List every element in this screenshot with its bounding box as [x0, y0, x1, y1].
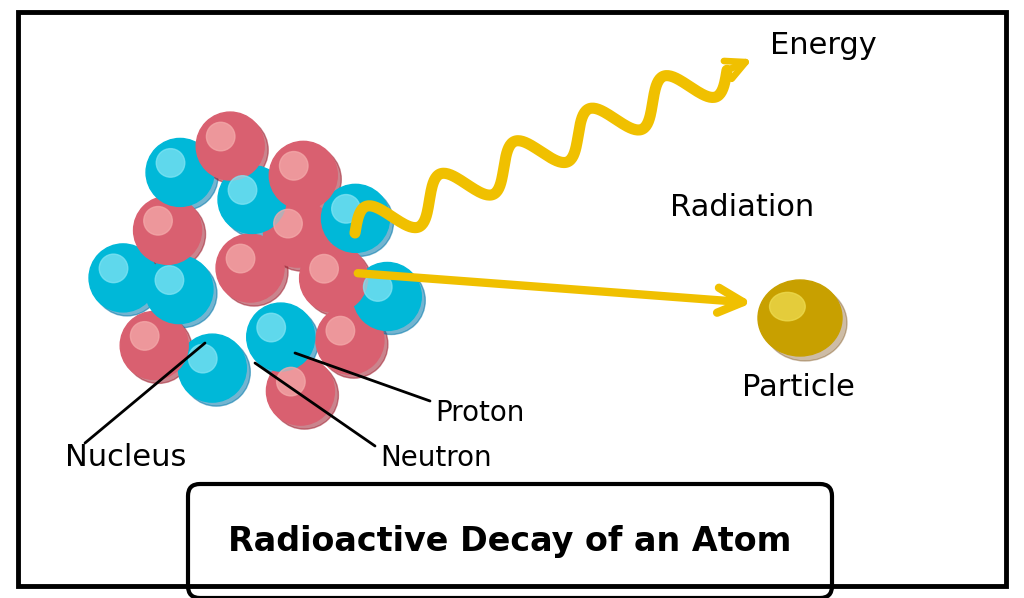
Circle shape: [89, 244, 157, 312]
Circle shape: [216, 234, 284, 302]
Text: Nucleus: Nucleus: [65, 444, 186, 472]
Circle shape: [156, 266, 183, 294]
Text: Radioactive Decay of an Atom: Radioactive Decay of an Atom: [228, 524, 792, 557]
Circle shape: [326, 188, 393, 257]
Circle shape: [228, 176, 257, 205]
Circle shape: [151, 142, 218, 210]
Circle shape: [218, 166, 286, 233]
Circle shape: [124, 315, 193, 383]
Circle shape: [310, 254, 338, 283]
Circle shape: [273, 145, 341, 213]
Circle shape: [303, 248, 372, 316]
Circle shape: [332, 194, 360, 223]
Circle shape: [143, 206, 172, 235]
Circle shape: [157, 149, 184, 177]
Text: Particle: Particle: [741, 374, 854, 402]
Circle shape: [353, 263, 421, 331]
Circle shape: [137, 200, 206, 269]
Text: Proton: Proton: [435, 399, 524, 427]
Circle shape: [133, 196, 202, 264]
Circle shape: [130, 322, 159, 350]
Ellipse shape: [758, 280, 842, 356]
Circle shape: [120, 312, 188, 380]
Circle shape: [267, 203, 336, 271]
Circle shape: [266, 357, 335, 425]
Circle shape: [269, 141, 337, 209]
Circle shape: [263, 199, 332, 267]
Circle shape: [146, 138, 214, 206]
Circle shape: [145, 255, 213, 324]
Circle shape: [182, 338, 250, 406]
Circle shape: [251, 307, 318, 375]
Circle shape: [93, 248, 161, 316]
Circle shape: [197, 112, 264, 180]
Circle shape: [364, 273, 392, 301]
Circle shape: [226, 244, 255, 273]
Ellipse shape: [770, 292, 805, 321]
Circle shape: [148, 260, 217, 328]
Circle shape: [276, 367, 305, 396]
Circle shape: [357, 267, 425, 334]
Circle shape: [201, 116, 268, 184]
Circle shape: [273, 209, 302, 238]
Circle shape: [270, 361, 338, 429]
Circle shape: [247, 303, 314, 371]
Circle shape: [220, 238, 288, 306]
Circle shape: [316, 306, 384, 374]
Circle shape: [207, 122, 234, 151]
Circle shape: [99, 254, 128, 283]
Circle shape: [319, 310, 388, 378]
FancyBboxPatch shape: [188, 484, 831, 598]
Text: Energy: Energy: [770, 32, 877, 60]
Ellipse shape: [763, 285, 847, 361]
Circle shape: [280, 151, 308, 180]
Circle shape: [300, 244, 368, 312]
Circle shape: [178, 334, 247, 402]
Circle shape: [188, 344, 217, 373]
Text: Neutron: Neutron: [380, 444, 492, 472]
Circle shape: [326, 316, 354, 345]
Circle shape: [322, 184, 389, 252]
Text: Radiation: Radiation: [670, 194, 814, 222]
Circle shape: [222, 169, 290, 237]
Circle shape: [257, 313, 286, 342]
